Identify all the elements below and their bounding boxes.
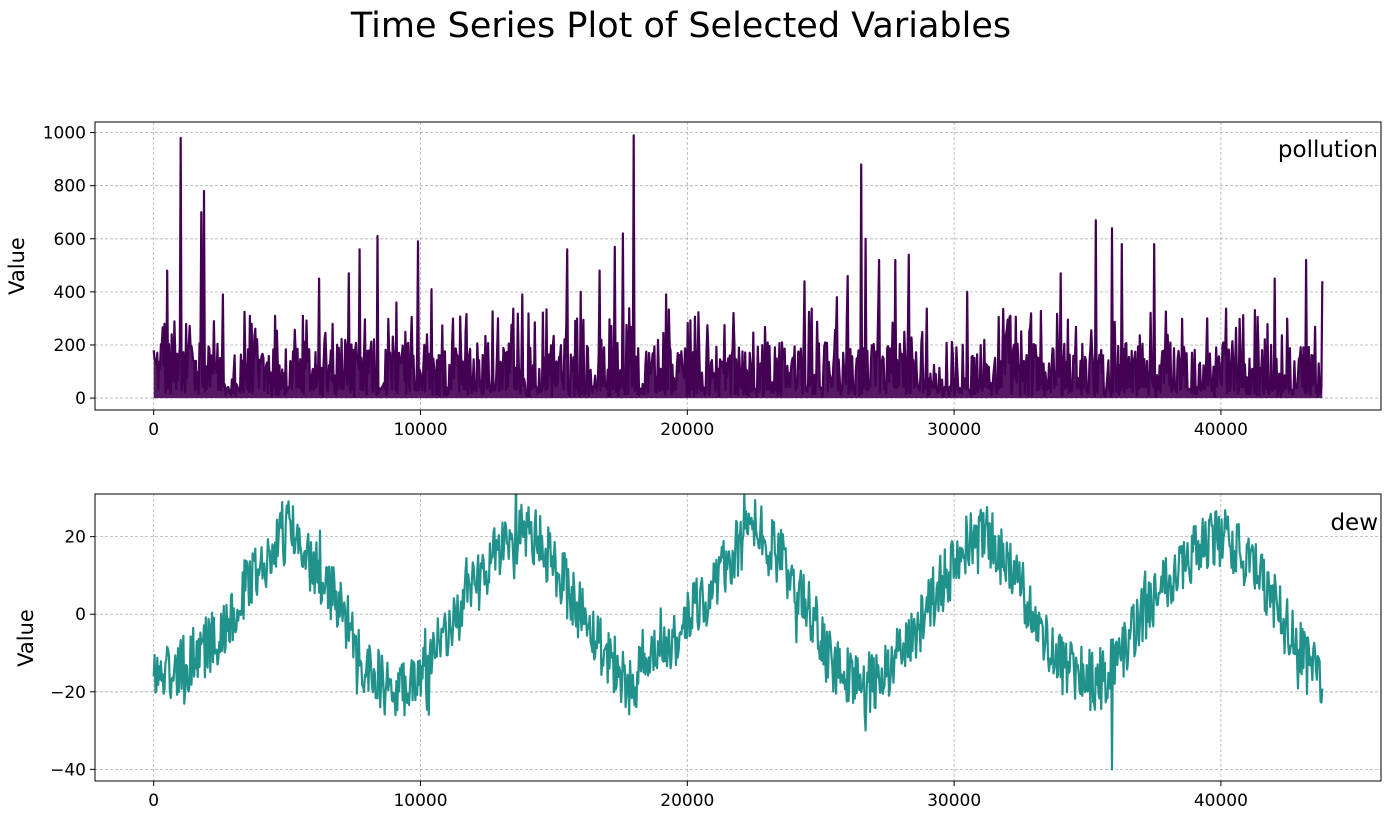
- x-tick-label: 20000: [660, 420, 714, 440]
- y-tick-label: 400: [54, 283, 86, 303]
- y-tick-label: 0: [75, 389, 86, 409]
- panel-label-pollution: pollution: [1278, 137, 1378, 163]
- axes-frame: [94, 121, 1382, 411]
- x-tick-label: 20000: [660, 791, 714, 811]
- y-tick-label: −20: [50, 683, 86, 703]
- y-tick-label: 200: [54, 336, 86, 356]
- series-line-dew: [152, 494, 1324, 771]
- x-tick-label: 40000: [1194, 791, 1248, 811]
- series-pollution: [152, 134, 1324, 399]
- y-tick-label: 600: [54, 230, 86, 250]
- y-tick-label: −40: [50, 760, 86, 780]
- y-tick-label: 1000: [43, 124, 86, 144]
- y-axis-label: Value: [5, 237, 29, 295]
- series-line-pollution: [152, 134, 1324, 398]
- pollution-panel: 0 10000 20000 30000 40000 0 200 400 600 800 1000 Va…: [5, 121, 1382, 440]
- y-tick-label: 20: [64, 528, 86, 548]
- x-tick-label: 0: [148, 791, 159, 811]
- axes-frame: [94, 493, 1382, 782]
- chart-title: Time Series Plot of Selected Variables: [350, 6, 1011, 46]
- x-tick-label: 30000: [927, 420, 981, 440]
- y-tick-label: 800: [54, 177, 86, 197]
- panel-label-dew: dew: [1330, 510, 1378, 536]
- y-tick-label: 0: [75, 605, 86, 625]
- x-tick-label: 10000: [393, 420, 447, 440]
- series-dew: [152, 494, 1324, 771]
- x-tick-label: 10000: [393, 791, 447, 811]
- x-tick-label: 30000: [927, 791, 981, 811]
- x-tick-label: 40000: [1194, 420, 1248, 440]
- y-axis-label: Value: [14, 609, 38, 667]
- dew-panel: 0 10000 20000 30000 40000 −40 −20 0 20 Value dew: [14, 493, 1382, 811]
- x-tick-label: 0: [148, 420, 159, 440]
